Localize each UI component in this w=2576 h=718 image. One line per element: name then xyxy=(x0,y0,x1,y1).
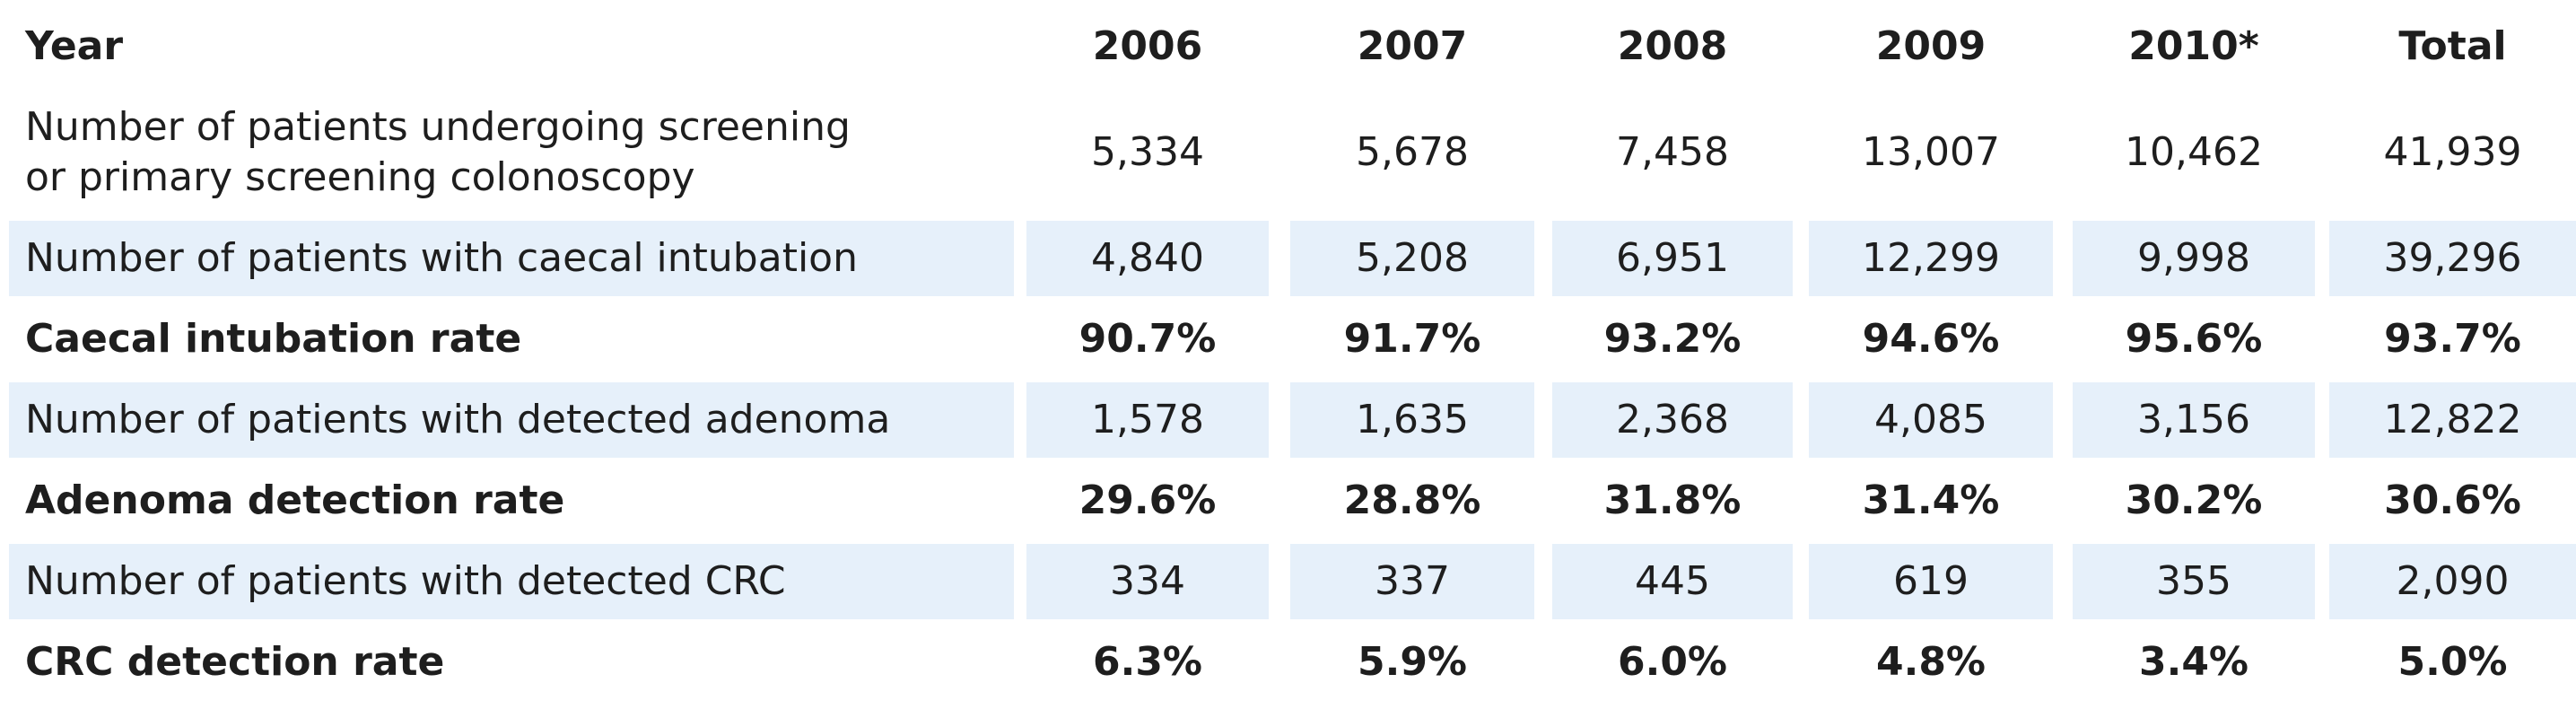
row-label: Number of patients with detected adenoma xyxy=(9,382,1014,458)
table-cell: 5,678 xyxy=(1356,129,1469,175)
table-row-caecal-intubation-count: Number of patients with caecal intubatio… xyxy=(0,221,2576,296)
table-cell: 4,840 xyxy=(1026,221,1269,296)
table-cell: 3.4% xyxy=(2138,639,2249,685)
table-cell: 6,951 xyxy=(1552,221,1793,296)
table-cell: 12,822 xyxy=(2329,382,2576,458)
table-cell: 13,007 xyxy=(1862,129,2000,175)
row-label: Adenoma detection rate xyxy=(25,477,565,523)
header-year-2009: 2009 xyxy=(1875,23,1987,69)
table-cell: 12,299 xyxy=(1809,221,2053,296)
table-cell: 1,635 xyxy=(1290,382,1534,458)
table-cell: 95.6% xyxy=(2125,316,2263,362)
table-row-patients-screening: Number of patients undergoing screening … xyxy=(0,90,2576,215)
table-cell: 9,998 xyxy=(2073,221,2315,296)
table-cell: 445 xyxy=(1552,544,1793,619)
header-year-2010: 2010* xyxy=(2128,23,2259,69)
header-year-2006: 2006 xyxy=(1092,23,1203,69)
table-cell: 5,208 xyxy=(1290,221,1534,296)
table-cell: 6.3% xyxy=(1092,639,1203,685)
table-cell: 619 xyxy=(1809,544,2053,619)
table-cell: 5.0% xyxy=(2397,639,2508,685)
table-cell: 94.6% xyxy=(1862,316,2000,362)
table-cell: 337 xyxy=(1290,544,1534,619)
table-row-caecal-intubation-rate: Caecal intubation rate 90.7% 91.7% 93.2%… xyxy=(0,302,2576,377)
table-cell: 2,090 xyxy=(2329,544,2576,619)
table-row-crc-detection-rate: CRC detection rate 6.3% 5.9% 6.0% 4.8% 3… xyxy=(0,625,2576,700)
table-cell: 31.4% xyxy=(1862,477,2000,523)
table-cell: 29.6% xyxy=(1078,477,1217,523)
table-cell: 30.6% xyxy=(2384,477,2521,523)
header-year-label: Year xyxy=(25,23,124,69)
table-cell: 334 xyxy=(1026,544,1269,619)
table-cell: 7,458 xyxy=(1616,129,1729,175)
table-cell: 28.8% xyxy=(1343,477,1481,523)
row-label: Caecal intubation rate xyxy=(25,316,522,362)
table-cell: 2,368 xyxy=(1552,382,1793,458)
table-row-adenoma-detection-rate: Adenoma detection rate 29.6% 28.8% 31.8%… xyxy=(0,463,2576,538)
table-cell: 93.7% xyxy=(2384,316,2521,362)
table-cell: 39,296 xyxy=(2329,221,2576,296)
table-cell: 5.9% xyxy=(1357,639,1468,685)
header-year-2007: 2007 xyxy=(1357,23,1468,69)
table-cell: 355 xyxy=(2073,544,2315,619)
table-cell: 5,334 xyxy=(1091,129,1204,175)
row-label: Number of patients with detected CRC xyxy=(9,544,1014,619)
table-cell: 31.8% xyxy=(1603,477,1742,523)
table-cell: 3,156 xyxy=(2073,382,2315,458)
table-cell: 90.7% xyxy=(1078,316,1217,362)
table-cell: 10,462 xyxy=(2125,129,2263,175)
table-cell: 91.7% xyxy=(1343,316,1481,362)
table-cell: 1,578 xyxy=(1026,382,1269,458)
table-cell: 6.0% xyxy=(1617,639,1728,685)
table-cell: 30.2% xyxy=(2125,477,2263,523)
table-cell: 93.2% xyxy=(1603,316,1742,362)
row-label: Number of patients with caecal intubatio… xyxy=(9,221,1014,296)
table-cell: 4.8% xyxy=(1875,639,1987,685)
row-label: Number of patients undergoing screening … xyxy=(25,104,851,200)
table-cell: 4,085 xyxy=(1809,382,2053,458)
header-total: Total xyxy=(2398,23,2507,69)
table-row-crc-count: Number of patients with detected CRC 334… xyxy=(0,544,2576,619)
row-label: CRC detection rate xyxy=(25,639,445,685)
table-cell: 41,939 xyxy=(2383,129,2522,175)
table-row-adenoma-count: Number of patients with detected adenoma… xyxy=(0,382,2576,458)
header-year-2008: 2008 xyxy=(1617,23,1728,69)
table-header-row: Year 2006 2007 2008 2009 2010* Total xyxy=(0,9,2576,84)
